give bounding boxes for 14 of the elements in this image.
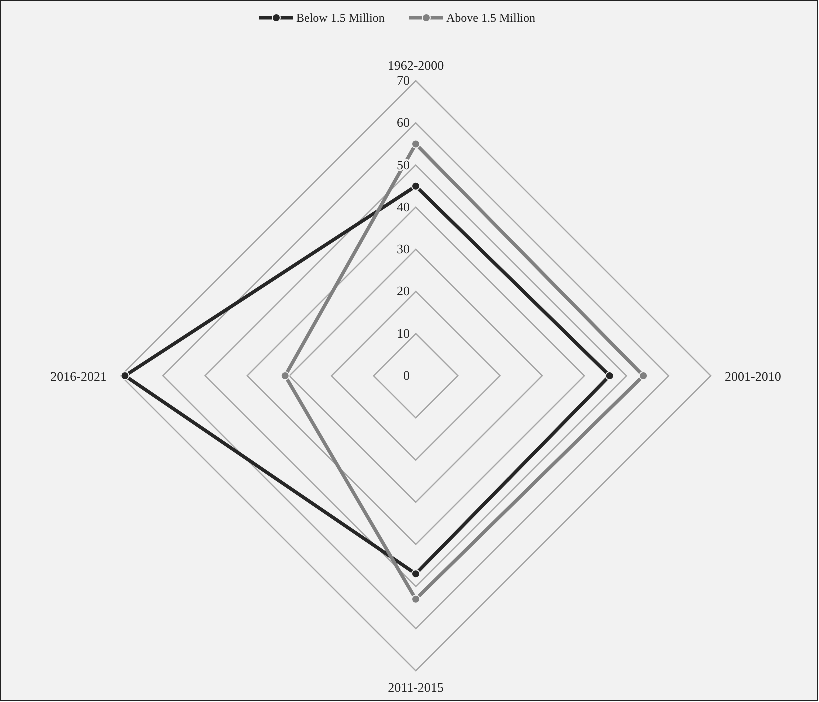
spoke-label: 1962-2000 — [388, 58, 444, 73]
legend-label: Below 1.5 Million — [296, 11, 385, 25]
y-tick-label: 30 — [397, 242, 410, 257]
y-tick-label: 70 — [397, 73, 410, 88]
y-tick-label: 50 — [397, 157, 410, 172]
y-tick-label: 20 — [397, 284, 410, 299]
legend-label: Above 1.5 Million — [446, 11, 536, 25]
spoke-label: 2016-2021 — [50, 369, 107, 384]
y-tick-label: 60 — [397, 115, 410, 130]
spoke-label: 2001-2010 — [725, 369, 782, 384]
y-tick-label: 0 — [404, 368, 410, 383]
y-tick-label: 40 — [397, 199, 410, 214]
y-tick-label: 10 — [397, 326, 410, 341]
spoke-label: 2011-2015 — [388, 680, 444, 695]
